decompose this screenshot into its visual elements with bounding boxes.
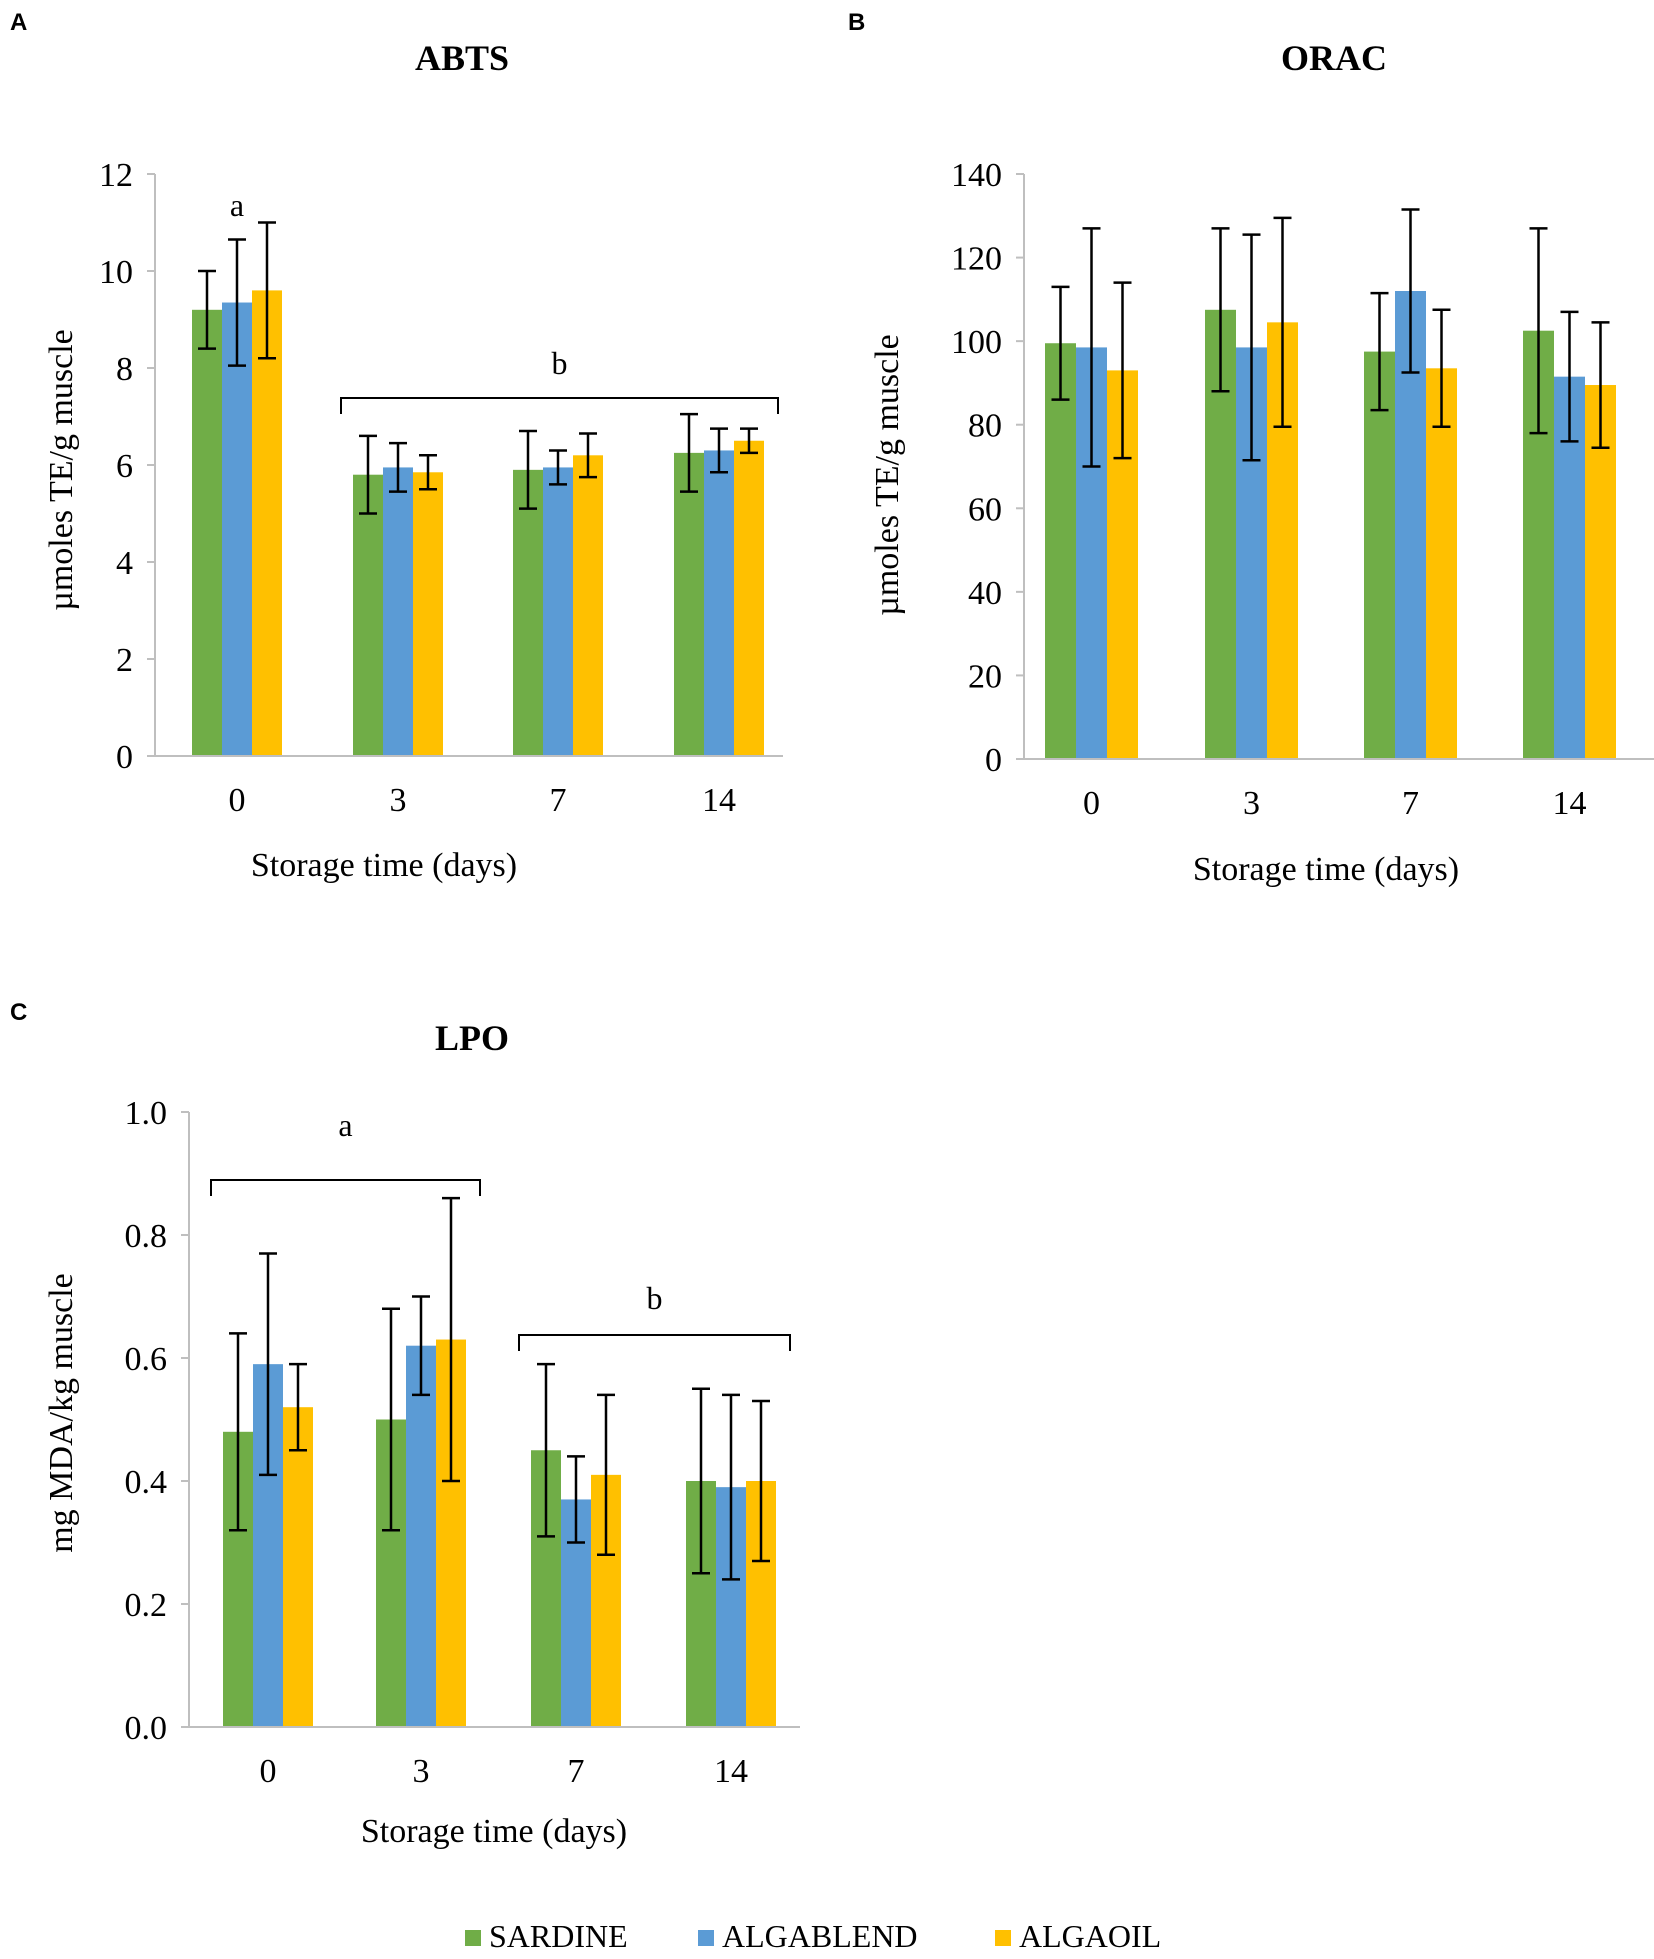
significance-label-a: a (338, 1107, 352, 1143)
legend-label-algablend: ALGABLEND (722, 1918, 918, 1954)
x-tick-label: 7 (568, 1753, 585, 1790)
legend-label-sardine: SARDINE (489, 1918, 628, 1954)
x-axis-label-abts: Storage time (days) (251, 847, 517, 884)
bar-sardine-day-7 (513, 469, 543, 756)
legend-swatch-sardine (465, 1930, 481, 1946)
x-tick-label: 7 (550, 782, 567, 819)
y-tick-label: 0.8 (125, 1218, 168, 1255)
y-tick-label: 6 (116, 448, 133, 485)
x-tick-label: 3 (1243, 785, 1260, 822)
x-axis-label-lpo: Storage time (days) (361, 1813, 627, 1850)
y-tick-label: 40 (968, 575, 1002, 612)
y-tick-label: 4 (116, 545, 133, 582)
panel-orac: B ORAC Storage time (days) µmoles TE/g m… (848, 9, 1654, 888)
x-axis-label-orac: Storage time (days) (1193, 851, 1459, 888)
significance-bracket-b (340, 397, 779, 414)
significance-label-a: a (230, 187, 244, 223)
significance-bracket-b (518, 1334, 791, 1351)
bar-algaoil-day-3 (413, 472, 443, 756)
panel-lpo: C LPO Storage time (days) mg MDA/kg musc… (10, 999, 800, 1850)
y-tick-label: 0.6 (125, 1341, 168, 1378)
x-tick-label: 14 (714, 1753, 748, 1790)
legend-swatch-algablend (698, 1930, 714, 1946)
bar-algaoil-day-14 (734, 440, 764, 756)
y-axis-label-orac: µmoles TE/g muscle (869, 334, 906, 615)
bar-sardine-day-14 (674, 452, 704, 756)
significance-label-b: b (552, 345, 568, 381)
chart-title-orac: ORAC (1281, 38, 1387, 78)
plot-area-abts: 0 2 4 6 8 10 12 0 3 7 14 a b (99, 157, 783, 819)
y-tick-label: 12 (99, 157, 133, 194)
y-tick-label: 140 (951, 157, 1002, 194)
y-tick-label: 0.2 (125, 1587, 168, 1624)
bar-algablend-day-3 (406, 1345, 436, 1727)
x-tick-label: 14 (1553, 785, 1587, 822)
y-tick-label: 60 (968, 491, 1002, 528)
x-tick-label: 3 (390, 782, 407, 819)
significance-label-b: b (647, 1280, 663, 1316)
y-tick-label: 2 (116, 642, 133, 679)
chart-title-abts: ABTS (415, 38, 509, 78)
y-tick-label: 1.0 (125, 1095, 168, 1132)
bar-sardine-day-0 (1045, 343, 1076, 759)
plot-area-lpo: 0.0 0.2 0.4 0.6 0.8 1.0 0 3 7 14 a b (125, 1095, 800, 1790)
bar-algablend-day-7 (543, 467, 573, 756)
significance-bracket-a (210, 1179, 481, 1196)
bar-algablend-day-3 (383, 467, 413, 756)
plot-area-orac: 0 20 40 60 80 100 120 140 0 3 7 14 (951, 157, 1654, 822)
y-tick-label: 20 (968, 658, 1002, 695)
x-tick-label: 0 (229, 782, 246, 819)
bar-sardine-day-7 (1364, 351, 1395, 759)
y-tick-label: 100 (951, 324, 1002, 361)
y-tick-label: 120 (951, 241, 1002, 278)
x-tick-label: 3 (413, 1753, 430, 1790)
chart-title-lpo: LPO (435, 1018, 509, 1058)
bar-algablend-day-14 (704, 450, 734, 756)
y-tick-label: 8 (116, 351, 133, 388)
y-tick-label: 0 (985, 742, 1002, 779)
y-axis-label-abts: µmoles TE/g muscle (43, 329, 80, 610)
x-tick-label: 0 (1083, 785, 1100, 822)
panel-letter-c: C (10, 999, 27, 1026)
legend: SARDINE ALGABLEND ALGAOIL (465, 1918, 1161, 1954)
panel-letter-b: B (848, 9, 865, 36)
bar-algaoil-day-7 (573, 455, 603, 756)
x-tick-label: 0 (260, 1753, 277, 1790)
legend-label-algaoil: ALGAOIL (1019, 1918, 1161, 1954)
y-tick-label: 0.4 (125, 1464, 168, 1501)
legend-swatch-algaoil (995, 1930, 1011, 1946)
bar-algablend-day-0 (222, 302, 252, 756)
y-axis-label-lpo: mg MDA/kg muscle (43, 1273, 80, 1553)
bar-sardine-day-0 (192, 309, 222, 756)
bar-algaoil-day-7 (1426, 368, 1457, 759)
y-tick-label: 10 (99, 254, 133, 291)
x-tick-label: 14 (702, 782, 736, 819)
bar-algaoil-day-0 (252, 290, 282, 756)
bar-sardine-day-3 (353, 474, 383, 756)
bar-algaoil-day-0 (283, 1407, 313, 1727)
y-tick-label: 80 (968, 408, 1002, 445)
y-tick-label: 0.0 (125, 1710, 168, 1747)
panel-letter-a: A (10, 9, 27, 36)
panel-abts: A ABTS Storage time (days) µmoles TE/g m… (10, 9, 783, 884)
y-tick-label: 0 (116, 739, 133, 776)
x-tick-label: 7 (1402, 785, 1419, 822)
